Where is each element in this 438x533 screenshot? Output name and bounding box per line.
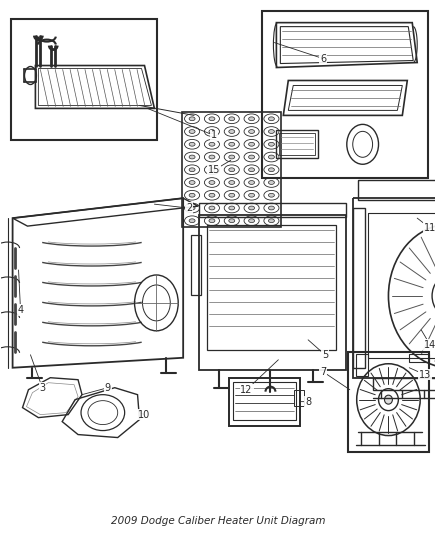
- Text: 6: 6: [274, 43, 326, 63]
- Ellipse shape: [249, 219, 254, 223]
- Bar: [367, 213, 438, 358]
- Ellipse shape: [385, 395, 392, 404]
- Ellipse shape: [209, 130, 215, 133]
- Bar: [182, 112, 281, 227]
- Ellipse shape: [189, 117, 195, 120]
- Bar: [294, 390, 304, 406]
- Ellipse shape: [249, 206, 254, 210]
- Ellipse shape: [249, 193, 254, 197]
- Text: 2009 Dodge Caliber Heater Unit Diagram: 2009 Dodge Caliber Heater Unit Diagram: [111, 516, 325, 526]
- Bar: [353, 208, 365, 368]
- Ellipse shape: [249, 142, 254, 146]
- Ellipse shape: [189, 168, 195, 172]
- Text: 2: 2: [155, 203, 192, 213]
- Text: 15: 15: [208, 160, 231, 175]
- Ellipse shape: [268, 155, 274, 159]
- Ellipse shape: [209, 168, 215, 172]
- Text: 8: 8: [300, 397, 311, 407]
- Ellipse shape: [209, 219, 215, 223]
- Bar: [348, 352, 429, 451]
- Ellipse shape: [209, 206, 215, 210]
- Text: 4: 4: [18, 270, 24, 315]
- Ellipse shape: [209, 117, 215, 120]
- Bar: [276, 131, 318, 158]
- Ellipse shape: [229, 168, 235, 172]
- Text: 9: 9: [82, 383, 111, 394]
- Text: 13: 13: [409, 368, 431, 379]
- Bar: [279, 133, 315, 155]
- Bar: [233, 382, 296, 419]
- Ellipse shape: [268, 130, 274, 133]
- Ellipse shape: [229, 142, 235, 146]
- Bar: [191, 235, 201, 295]
- Text: 5: 5: [308, 340, 328, 360]
- Ellipse shape: [268, 117, 274, 120]
- Bar: [199, 203, 346, 217]
- Bar: [358, 180, 438, 200]
- Ellipse shape: [268, 142, 274, 146]
- Ellipse shape: [229, 155, 235, 159]
- Ellipse shape: [209, 155, 215, 159]
- Bar: [409, 354, 429, 362]
- Ellipse shape: [249, 181, 254, 184]
- Ellipse shape: [229, 181, 235, 184]
- Text: 3: 3: [31, 355, 46, 393]
- Bar: [261, 11, 428, 178]
- Ellipse shape: [229, 117, 235, 120]
- Text: 11: 11: [417, 218, 436, 233]
- Ellipse shape: [209, 193, 215, 197]
- Ellipse shape: [268, 193, 274, 197]
- Bar: [229, 378, 300, 425]
- Bar: [353, 198, 438, 378]
- Bar: [11, 19, 157, 140]
- Bar: [356, 354, 367, 376]
- Ellipse shape: [249, 155, 254, 159]
- Ellipse shape: [189, 193, 195, 197]
- Text: 10: 10: [138, 410, 151, 419]
- Ellipse shape: [189, 219, 195, 223]
- Ellipse shape: [209, 142, 215, 146]
- Ellipse shape: [189, 142, 195, 146]
- Text: 14: 14: [421, 330, 436, 350]
- Ellipse shape: [268, 168, 274, 172]
- Ellipse shape: [249, 168, 254, 172]
- Ellipse shape: [268, 181, 274, 184]
- Text: 1: 1: [148, 108, 217, 140]
- Ellipse shape: [229, 219, 235, 223]
- Ellipse shape: [229, 206, 235, 210]
- Ellipse shape: [268, 219, 274, 223]
- Bar: [207, 225, 336, 350]
- Text: 7: 7: [320, 367, 350, 390]
- Ellipse shape: [209, 181, 215, 184]
- Ellipse shape: [249, 130, 254, 133]
- Bar: [199, 215, 346, 370]
- Ellipse shape: [229, 130, 235, 133]
- Text: 12: 12: [240, 360, 279, 394]
- Ellipse shape: [189, 130, 195, 133]
- Ellipse shape: [229, 193, 235, 197]
- Ellipse shape: [249, 117, 254, 120]
- Ellipse shape: [268, 206, 274, 210]
- Ellipse shape: [189, 181, 195, 184]
- Bar: [373, 378, 438, 390]
- Ellipse shape: [189, 206, 195, 210]
- Ellipse shape: [189, 155, 195, 159]
